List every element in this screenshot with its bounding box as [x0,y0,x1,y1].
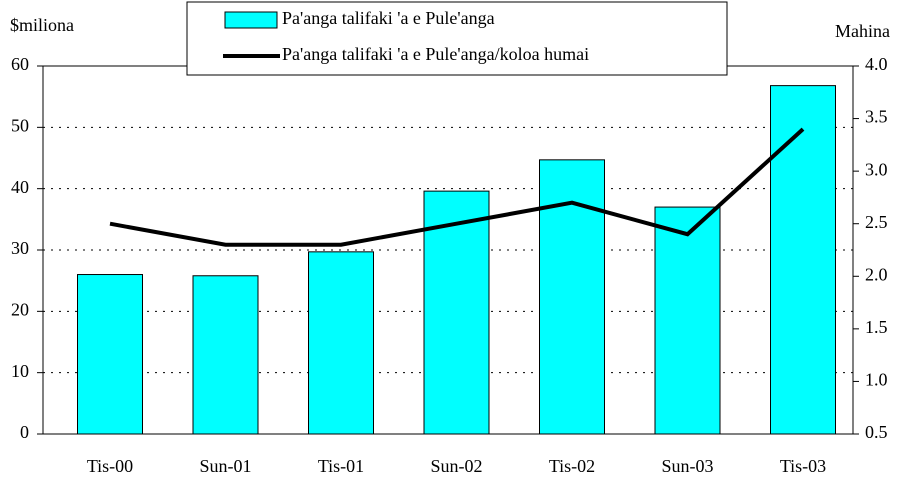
bar [654,206,721,435]
x-tick-label: Tis-00 [87,456,133,476]
y-tick-label: 0 [20,422,29,442]
y2-tick-label: 2.0 [865,264,888,284]
bar [77,274,143,435]
bar [308,251,374,435]
bar [423,190,490,435]
y-tick-label: 10 [11,361,29,381]
y-tick-label: 40 [11,177,29,197]
y2-tick-label: 1.0 [865,370,888,390]
y2-tick-label: 4.0 [865,54,888,74]
line [109,127,805,247]
y2-axis-label: Mahina [835,21,890,41]
y-tick-label: 30 [11,238,29,258]
y-axis-label: $miliona [10,15,74,35]
x-tick-label: Sun-03 [661,456,713,476]
y-tick-label: 20 [11,299,29,319]
x-tick-label: Tis-03 [780,456,826,476]
y2-tick-label: 1.5 [865,317,888,337]
x-tick-label: Tis-01 [318,456,364,476]
legend-label: Pa'anga talifaki 'a e Pule'anga/koloa hu… [282,44,589,64]
x-tick-label: Tis-02 [549,456,595,476]
y2-tick-label: 0.5 [865,422,888,442]
x-tick-label: Sun-02 [430,456,482,476]
x-tick-label: Sun-01 [199,456,251,476]
y-tick-label: 60 [11,54,29,74]
bar [770,85,836,435]
y2-tick-label: 2.5 [865,212,888,232]
legend-label: Pa'anga talifaki 'a e Pule'anga [282,8,495,28]
y-tick-label: 50 [11,115,29,135]
bar [192,275,259,435]
y2-tick-label: 3.0 [865,159,888,179]
legend-swatch [224,11,278,29]
y2-tick-label: 3.5 [865,107,888,127]
bar [539,159,605,435]
